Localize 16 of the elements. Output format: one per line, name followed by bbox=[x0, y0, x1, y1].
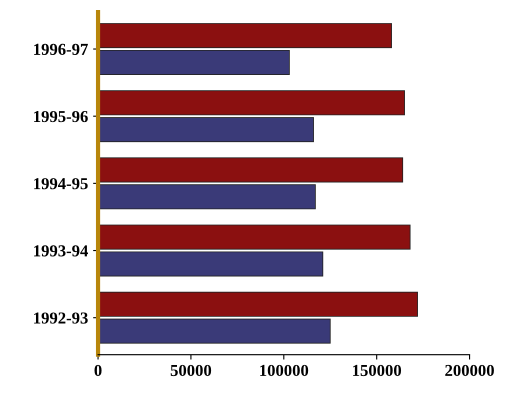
bar bbox=[98, 23, 392, 48]
bar bbox=[98, 157, 404, 182]
x-tick-label: 0 bbox=[94, 364, 102, 376]
x-tick-label: 100000 bbox=[260, 364, 308, 376]
y-tick-label: 1996-97 bbox=[34, 44, 88, 55]
x-tick-label: 200000 bbox=[445, 364, 494, 376]
y-tick-label: 1995-96 bbox=[34, 110, 88, 122]
x-tick-label: 150000 bbox=[353, 364, 402, 376]
bar bbox=[98, 50, 290, 75]
bar bbox=[98, 251, 324, 276]
y-tick-label: 1992-93 bbox=[34, 312, 88, 324]
bar bbox=[98, 224, 411, 250]
bar bbox=[98, 184, 316, 210]
y-tick-label: 1993-94 bbox=[34, 245, 88, 256]
y-tick-label: 1994-95 bbox=[34, 178, 88, 190]
x-tick-label: 50000 bbox=[170, 364, 212, 376]
